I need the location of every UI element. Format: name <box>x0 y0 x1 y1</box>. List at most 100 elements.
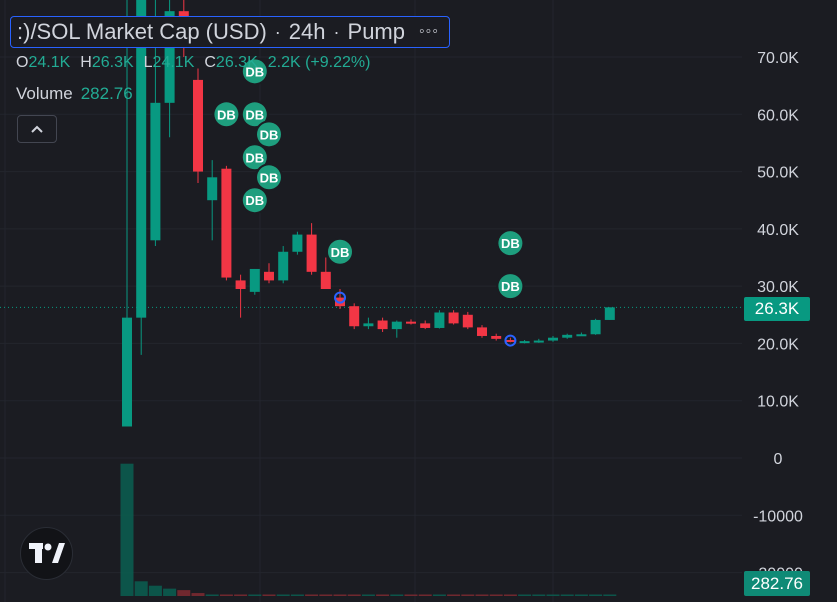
volume-bar <box>205 594 219 596</box>
volume-bar <box>148 585 162 596</box>
volume-badge: 282.76 <box>744 571 810 596</box>
volume-bar <box>432 594 446 596</box>
more-options-icon[interactable]: ◦◦◦ <box>419 23 440 40</box>
db-marker: DB <box>212 100 241 129</box>
y-tick-label: 40.0K <box>757 222 799 239</box>
candle-body <box>406 321 416 324</box>
tradingview-logo[interactable] <box>20 527 73 580</box>
db-marker-circle <box>257 165 281 190</box>
volume-bar <box>475 594 489 596</box>
volume-bar <box>248 594 262 596</box>
db-marker-label: DB <box>245 193 264 208</box>
volume-bar <box>404 594 418 596</box>
candle-body <box>292 234 303 252</box>
db-marker-circle <box>257 122 281 147</box>
db-marker: DB <box>496 229 525 258</box>
volume-bar <box>503 594 517 596</box>
db-marker-label: DB <box>245 64 264 79</box>
volume-label: Volume <box>16 84 73 103</box>
volume-bar <box>219 594 233 596</box>
volume-bar <box>177 590 191 596</box>
db-marker: DB <box>240 143 269 172</box>
volume-bar <box>546 594 560 596</box>
candle-body <box>604 307 615 320</box>
candle-body <box>533 340 544 343</box>
last-price-badge: 26.3K <box>744 297 810 321</box>
candle-body <box>363 323 374 327</box>
legend-separator: · <box>274 21 281 42</box>
volume-bar <box>262 594 276 596</box>
db-marker-circle <box>328 239 352 264</box>
candles <box>122 0 615 427</box>
candle-body <box>576 334 587 337</box>
volume-bar <box>447 594 461 596</box>
candle-body <box>150 102 161 241</box>
candle-body <box>235 280 246 290</box>
candle-body <box>548 337 558 341</box>
volume-bar <box>163 588 177 596</box>
candle-body <box>491 335 502 339</box>
volume-bar <box>589 594 603 596</box>
volume-bar <box>574 594 588 596</box>
candle-body <box>505 339 516 342</box>
open-label: O <box>16 54 29 71</box>
open-value: 24.1K <box>28 54 71 71</box>
candle-body <box>320 271 331 290</box>
candle-body <box>562 334 573 338</box>
high-label: H <box>80 54 92 71</box>
candle-body <box>164 11 175 103</box>
volume-bar <box>376 594 390 596</box>
volume-bar <box>361 594 375 596</box>
candle-body <box>207 177 218 201</box>
volume-bar <box>390 594 404 596</box>
volume-bar <box>319 594 333 596</box>
exchange-label: Pump <box>347 19 405 44</box>
close-label: C <box>204 54 216 71</box>
symbol-title: :)/SOL Market Cap (USD) <box>17 19 267 44</box>
candle-body <box>264 271 274 281</box>
volume-bar <box>603 594 617 596</box>
symbol-legend[interactable]: :)/SOL Market Cap (USD) · 24h · Pump ◦◦◦ <box>10 16 451 48</box>
volume-bar <box>489 594 503 596</box>
candle-body <box>434 312 445 328</box>
candle-body <box>221 168 232 278</box>
db-marker: DB <box>255 120 283 149</box>
ohlc-row: O24.1K H26.3K L24.1K C26.3K 2.2K (+9.22%) <box>16 54 370 72</box>
candle-body <box>519 341 530 344</box>
collapse-legend-button[interactable] <box>17 115 57 143</box>
volume-value: 282.76 <box>80 84 133 103</box>
volume-bar <box>418 594 432 596</box>
volume-bar <box>134 581 148 596</box>
y-tick-label: 50.0K <box>757 165 799 182</box>
db-marker-circle <box>498 231 523 256</box>
candle-body <box>278 251 289 281</box>
db-marker-label: DB <box>501 236 520 251</box>
volume-bar <box>191 593 205 596</box>
change-value: 2.2K (+9.22%) <box>267 54 371 71</box>
db-marker-label: DB <box>260 170 279 185</box>
y-tick-label: 0 <box>774 451 783 468</box>
volume-bar <box>276 594 290 596</box>
close-value: 26.3K <box>215 54 258 71</box>
tradingview-logo-icon <box>28 542 65 563</box>
y-tick-label: 10.0K <box>757 394 799 411</box>
db-marker-circle <box>242 102 267 127</box>
db-marker-label: DB <box>245 107 264 122</box>
volume-bar <box>234 594 248 596</box>
trade-markers: DB DB DB DB DB DB DB DB DB DB <box>212 57 525 347</box>
db-marker: DB <box>240 100 269 129</box>
circle-marker <box>334 291 346 304</box>
db-marker-circle <box>498 274 523 299</box>
volume-bar <box>518 594 532 596</box>
candle-body <box>462 314 473 328</box>
volume-bar <box>347 594 361 596</box>
circle-marker <box>504 334 517 347</box>
interval-label: 24h <box>288 19 326 44</box>
candle-body <box>122 317 132 427</box>
y-tick-label: 30.0K <box>757 279 799 296</box>
db-marker-label: DB <box>245 150 264 165</box>
db-marker: DB <box>240 186 269 215</box>
candle-body <box>377 320 388 330</box>
volume-bars <box>120 463 617 596</box>
y-tick-label: 60.0K <box>757 107 799 124</box>
